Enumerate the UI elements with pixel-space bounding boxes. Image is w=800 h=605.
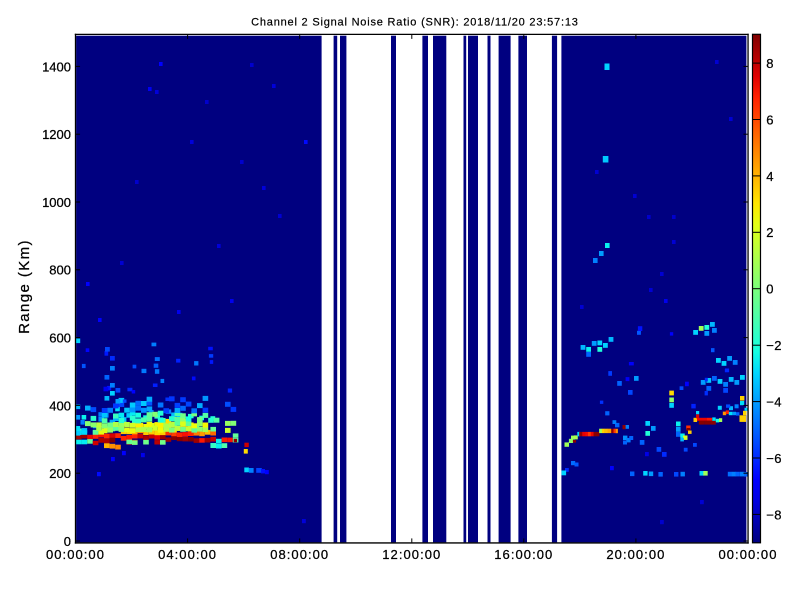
svg-text:0: 0 (64, 534, 71, 549)
svg-text:600: 600 (49, 331, 71, 346)
svg-text:6: 6 (766, 112, 774, 127)
svg-text:00:00:00: 00:00:00 (718, 547, 777, 562)
svg-text:08:00:00: 08:00:00 (270, 547, 329, 562)
svg-text:20:00:00: 20:00:00 (606, 547, 665, 562)
svg-text:−4: −4 (766, 395, 782, 410)
svg-text:200: 200 (49, 466, 71, 481)
svg-text:Range (Km): Range (Km) (16, 239, 33, 334)
svg-text:1000: 1000 (42, 195, 71, 210)
svg-text:400: 400 (49, 398, 71, 413)
svg-text:4: 4 (766, 169, 774, 184)
svg-text:−2: −2 (766, 338, 782, 353)
svg-text:1400: 1400 (42, 59, 71, 74)
svg-text:8: 8 (766, 56, 774, 71)
svg-text:00:00:00: 00:00:00 (46, 547, 105, 562)
svg-text:0: 0 (766, 282, 774, 297)
svg-text:2: 2 (766, 225, 774, 240)
svg-text:−6: −6 (766, 451, 782, 466)
svg-text:04:00:00: 04:00:00 (158, 547, 217, 562)
svg-text:Channel 2 Signal Noise Ratio (: Channel 2 Signal Noise Ratio (SNR): 2018… (251, 17, 579, 29)
svg-text:800: 800 (49, 263, 71, 278)
svg-text:−8: −8 (766, 507, 782, 522)
svg-text:1200: 1200 (42, 127, 71, 142)
svg-text:12:00:00: 12:00:00 (382, 547, 441, 562)
svg-text:16:00:00: 16:00:00 (494, 547, 553, 562)
